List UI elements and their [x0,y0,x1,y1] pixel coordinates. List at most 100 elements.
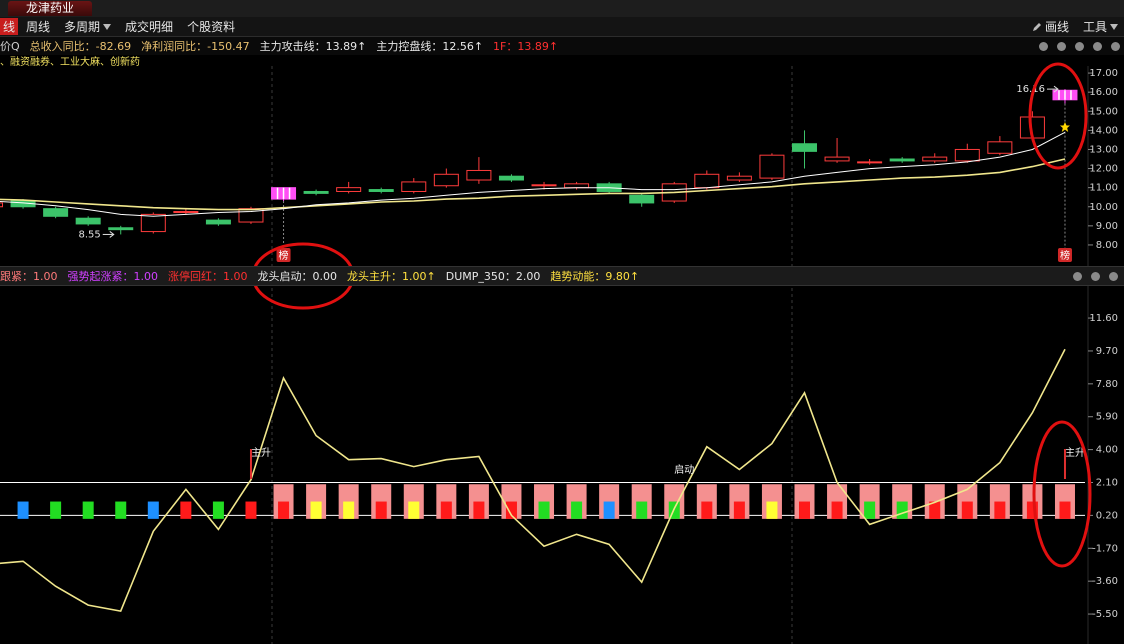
signal-value: 跟紧：1.00 [0,270,58,283]
candle-body [726,175,752,181]
y-tick-label: -3.60 [1092,576,1118,587]
badge: 榜 [1060,249,1070,262]
toolbar-item[interactable]: 工具 [1083,18,1118,35]
panel-icons [1073,271,1118,281]
tab-bar: 龙津药业 [0,0,1124,17]
signal-bar [343,501,355,519]
candle-body [401,181,427,192]
candle-body [564,183,590,189]
signal-bar [375,501,387,519]
signal-bar [440,501,452,519]
signal-bar [961,501,973,519]
signal-bar [278,501,290,519]
signal-bar [50,501,62,519]
candle-body [824,156,850,162]
icon[interactable] [1111,41,1120,51]
y-tick-label: 10.00 [1089,202,1118,213]
y-tick-label: 15.00 [1089,106,1118,117]
y-tick-label: 9.00 [1096,221,1118,232]
icon[interactable] [1073,271,1082,281]
toolbar-item[interactable]: 线 [0,18,19,35]
y-tick-label: 7.80 [1096,379,1118,390]
signal-bar [147,501,159,519]
indicator-list: 价Q 总收入同比：-82.69 净利润同比：-150.47 主力攻击线：13.89↑ 主… [0,38,568,54]
y-tick-label: -5.50 [1092,609,1118,620]
candle-body [336,187,362,192]
icon[interactable] [1075,41,1084,51]
price-callout: 8.55 [78,229,100,240]
icon[interactable] [1109,271,1118,281]
y-tick-label: 12.00 [1089,164,1118,175]
signal-bar [473,501,485,519]
indicator: 净利润同比：-150.47 [141,40,250,53]
signal-bar [571,501,583,519]
icon[interactable] [1039,41,1048,51]
signal-value: DUMP_350：2.00 [445,270,541,283]
icon[interactable] [1093,41,1102,51]
signal-annotation: 主升 [1065,447,1085,459]
y-tick-label: 4.00 [1096,445,1118,456]
indicator-bar: 价Q 总收入同比：-82.69 净利润同比：-150.47 主力攻击线：13.89↑ 主… [0,37,1124,55]
toolbar-item[interactable]: 个股资料 [187,18,235,35]
indicator: 主力控盘线：12.56↑ [376,40,484,53]
moving-average [0,158,1066,211]
signal-header: 跟紧：1.00 强势起涨紧：1.00 涨停回红：1.00 龙头启动：0.00 龙头主升：… [0,266,1124,286]
y-tick-label: 0.20 [1096,510,1118,521]
toolbar-item[interactable]: 周线 [26,18,50,35]
signal-bar [245,501,257,519]
signal-value: 趋势动能：9.80↑ [550,270,640,283]
indicator: 总收入同比：-82.69 [29,40,132,53]
stock-tab[interactable]: 龙津药业 [8,1,93,16]
candle-body [531,184,557,187]
y-tick-label: 5.90 [1096,412,1118,423]
signal-bar [115,501,127,519]
signal-value: 龙头主升：1.00↑ [347,270,436,283]
candle-body [43,208,69,217]
toolbar-label: 成交明细 [125,20,174,34]
signal-bar [180,501,192,519]
toolbar-label: 多周期 [64,20,101,34]
y-tick-label: 9.70 [1096,346,1118,357]
toolbar-label: 线 [3,20,16,34]
signal-bar [408,501,420,519]
candle-body [140,213,166,233]
badge: 榜 [279,249,289,262]
candle-body [498,175,524,181]
signal-bar [733,501,745,519]
highlight-circle [1032,420,1092,568]
y-tick-label: 16.00 [1089,87,1118,98]
candle-body [75,217,101,225]
icon[interactable] [1057,41,1066,51]
toolbar: 线周线 多周期 成交明细 个股资料 画线 工具 [0,17,1124,37]
signal-value: 涨停回红：1.00 [168,270,248,283]
candle-body [759,154,785,179]
candle-body [954,148,980,162]
toolbar-item[interactable]: 画线 [1032,18,1069,35]
candle-body [629,194,655,204]
indicator: 主力攻击线：13.89↑ [259,40,367,53]
signal-bar [310,501,322,519]
y-tick-label: 11.00 [1089,183,1118,194]
candle-body [987,141,1013,154]
callout-arrowhead [1053,85,1059,93]
signal-annotation: 启动 [674,463,694,476]
signal-bar [1059,501,1071,519]
icon[interactable] [1091,271,1100,281]
y-tick-label: 2.10 [1096,478,1118,489]
signal-bar [831,501,843,519]
badge-box [276,248,291,262]
toolbar-item[interactable]: 多周期 [64,18,112,35]
signal-bar [17,501,29,519]
callout-arrowhead [109,231,115,238]
signal-bar [994,501,1006,519]
signal-bar [701,501,713,519]
toolbar-label: 工具 [1082,20,1107,34]
trend-line [0,348,1066,613]
indicator: 价Q [0,40,20,53]
candle-body [108,227,134,231]
signal-annotation: 主升 [251,447,271,459]
candle-body [857,161,883,164]
candle-body [792,143,817,152]
signal-bar [896,501,908,519]
toolbar-item[interactable]: 成交明细 [125,18,173,35]
